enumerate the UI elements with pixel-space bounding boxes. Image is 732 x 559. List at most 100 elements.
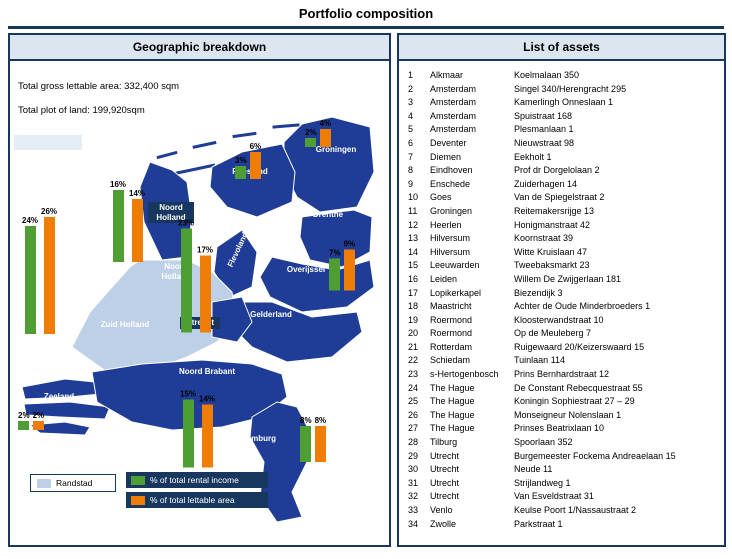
bar-group-noord-holland: 16% 14% <box>110 180 145 262</box>
wadden-island <box>155 149 179 161</box>
asset-number: 16 <box>408 273 419 284</box>
asset-address: Willem De Zwijgerlaan 181 <box>514 273 622 284</box>
asset-number: 23 <box>408 369 419 380</box>
rental-income-bar <box>18 421 30 430</box>
bar-column: 26% <box>41 207 57 334</box>
asset-row: 24 The Hague De Constant Rebecquestraat 55 <box>399 382 724 396</box>
bar-value-label: 16% <box>110 180 127 189</box>
asset-row: 11 Groningen Reitemakersrijge 13 <box>399 205 724 219</box>
asset-number: 25 <box>408 396 419 407</box>
wadden-island <box>271 122 301 130</box>
asset-number: 24 <box>408 382 419 393</box>
asset-city: Schiedam <box>430 355 471 366</box>
asset-number: 34 <box>408 518 419 529</box>
asset-number: 3 <box>408 97 414 108</box>
asset-address: Koningin Sophiestraat 27 – 29 <box>514 396 635 407</box>
asset-city: Amsterdam <box>430 110 477 121</box>
asset-row: 22 Schiedam Tuinlaan 114 <box>399 354 724 368</box>
asset-address: Achter de Oude Minderbroeders 1 <box>514 301 651 312</box>
asset-address: Ruigewaard 20/Keizerswaard 15 <box>514 341 645 352</box>
asset-address: Biezendijk 3 <box>514 287 563 298</box>
bar-value-label: 8% <box>300 416 312 425</box>
title-rule <box>8 26 724 29</box>
asset-city: Alkmaar <box>430 70 464 80</box>
asset-city: Heerlen <box>430 219 462 230</box>
asset-city: Utrecht <box>430 464 460 475</box>
bar-value-label: 4% <box>319 119 332 128</box>
lettable-area-bar <box>343 249 355 290</box>
bar-value-label: 6% <box>249 142 262 151</box>
bar-group-zeeland: 2% 2% <box>18 411 44 430</box>
asset-row: 3 Amsterdam Kamerlingh Onneslaan 1 <box>399 96 724 110</box>
asset-row: 25 The Hague Koningin Sophiestraat 27 – 29 <box>399 395 724 409</box>
bar-value-label: 7% <box>329 248 341 258</box>
bar-column: 8% <box>300 416 312 462</box>
bar-column: 17% <box>197 245 214 332</box>
asset-row: 6 Deventer Nieuwstraat 98 <box>399 137 724 151</box>
page-title: Portfolio composition <box>298 6 434 21</box>
bar-value-label: 17% <box>197 245 214 255</box>
bar-value-label: 3% <box>235 155 247 165</box>
asset-number: 1 <box>408 70 414 80</box>
geographic-breakdown-panel: Geographic breakdown Total gross lettabl… <box>8 33 391 547</box>
asset-number: 7 <box>408 151 414 162</box>
asset-address: Nieuwstraat 98 <box>514 137 575 148</box>
asset-city: Leiden <box>430 273 458 284</box>
province-friesland <box>209 143 296 218</box>
asset-address: Parkstraat 1 <box>514 518 563 529</box>
asset-row: 2 Amsterdam Singel 340/Herengracht 295 <box>399 83 724 97</box>
asset-row: 20 Roermond Op de Meuleberg 7 <box>399 327 724 341</box>
asset-address: Neude 11 <box>514 464 553 475</box>
asset-city: Amsterdam <box>430 83 477 94</box>
randstad-swatch <box>37 478 51 488</box>
asset-address: Koelmalaan 350 <box>514 70 580 80</box>
asset-number: 30 <box>408 464 419 475</box>
bar-column: 2% <box>18 411 30 430</box>
asset-city: Amsterdam <box>430 97 477 108</box>
asset-address: Singel 340/Herengracht 295 <box>514 83 627 94</box>
wadden-island <box>231 130 258 140</box>
legend-rental-income: % of total rental income <box>126 472 268 488</box>
asset-city: Roermond <box>430 328 473 339</box>
asset-row: 32 Utrecht Van Esveldstraat 31 <box>399 490 724 504</box>
asset-address: Prins Bernhardstraat 12 <box>514 369 610 380</box>
blank-note-box <box>14 135 82 150</box>
asset-address: Prof dr Dorgelolaan 2 <box>514 165 600 176</box>
asset-row: 14 Hilversum Witte Kruislaan 47 <box>399 246 724 260</box>
legend-rental-income-label: % of total rental income <box>150 475 239 485</box>
asset-row: 9 Enschede Zuiderhagen 14 <box>399 178 724 192</box>
asset-city: Hilversum <box>430 233 471 244</box>
asset-address: Keulse Poort 1/Nassaustraat 2 <box>514 505 637 515</box>
asset-city: Venlo <box>430 505 453 515</box>
asset-number: 9 <box>408 178 414 189</box>
asset-city: Diemen <box>430 151 462 162</box>
asset-number: 11 <box>408 205 418 216</box>
asset-number: 10 <box>408 192 419 203</box>
bar-value-label: 24% <box>22 216 39 225</box>
asset-city: Enschede <box>430 178 471 189</box>
asset-address: Kamerlingh Onneslaan 1 <box>514 97 614 108</box>
asset-row: 31 Utrecht Strijlandweg 1 <box>399 477 724 491</box>
bar-column: 6% <box>249 142 262 179</box>
bar-group-utrecht: 23% 17% <box>178 219 214 332</box>
asset-address: Spoorlaan 352 <box>514 437 573 448</box>
bar-value-label: 9% <box>343 239 356 249</box>
rental-income-swatch <box>131 475 145 485</box>
asset-city: Zwolle <box>430 518 457 529</box>
asset-row: 7 Diemen Eekholt 1 <box>399 151 724 165</box>
asset-address: Plesmanlaan 1 <box>514 124 574 135</box>
legend-lettable-area: % of total lettable area <box>126 492 268 508</box>
asset-number: 18 <box>408 301 419 312</box>
asset-address: Kloosterwandstraat 10 <box>514 314 604 325</box>
asset-address: Strijlandweg 1 <box>514 477 571 488</box>
asset-row: 34 Zwolle Parkstraat 1 <box>399 518 724 532</box>
asset-number: 12 <box>408 219 419 230</box>
province-label-drenthe: Drenthe <box>312 210 344 219</box>
asset-address: Tweebaksmarkt 23 <box>514 260 590 271</box>
asset-address: Van de Spiegelstraat 2 <box>514 192 605 203</box>
province-label-noord-brabant: Noord Brabant <box>179 367 235 376</box>
asset-city: Rotterdam <box>430 341 473 352</box>
rental-income-bar <box>180 228 192 332</box>
asset-address: Witte Kruislaan 47 <box>514 246 588 257</box>
asset-address: Eekholt 1 <box>514 151 552 162</box>
